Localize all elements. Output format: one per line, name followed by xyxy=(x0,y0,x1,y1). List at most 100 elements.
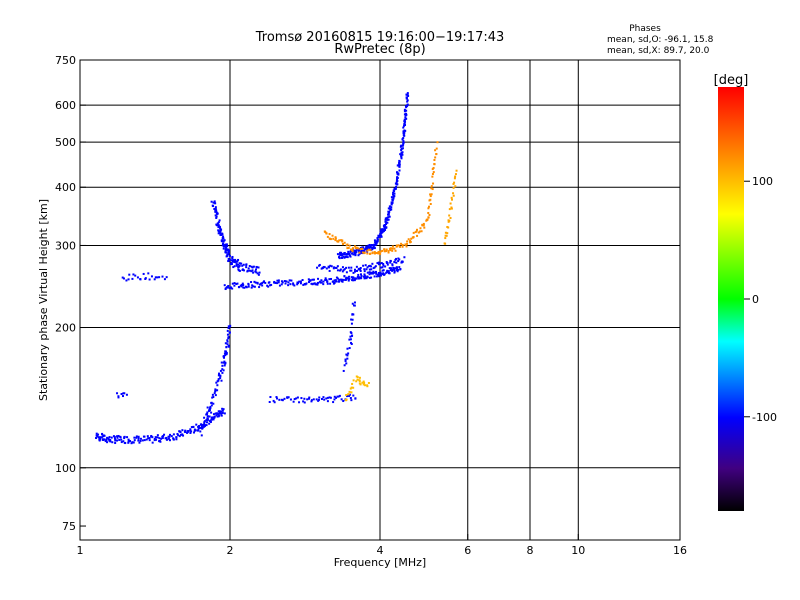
data-point xyxy=(127,439,130,442)
data-point xyxy=(99,436,102,439)
data-point xyxy=(447,226,450,229)
data-point xyxy=(213,415,216,418)
data-point xyxy=(220,361,223,364)
data-point xyxy=(404,243,407,246)
data-point xyxy=(340,254,343,257)
data-point xyxy=(350,266,353,269)
data-point xyxy=(250,281,253,284)
data-point xyxy=(341,266,344,269)
colorbar-label: [deg] xyxy=(714,73,749,88)
y-tick-label: 300 xyxy=(55,239,76,252)
data-point xyxy=(216,222,219,225)
data-point xyxy=(155,438,158,441)
data-point xyxy=(137,437,140,440)
data-point xyxy=(187,430,190,433)
data-point xyxy=(232,259,235,262)
data-point xyxy=(119,436,122,439)
data-point xyxy=(394,249,397,252)
data-point xyxy=(213,200,216,203)
data-point xyxy=(203,425,206,428)
data-point xyxy=(366,271,369,274)
data-point xyxy=(402,132,405,135)
data-point xyxy=(431,188,434,191)
data-point xyxy=(349,250,352,253)
data-point xyxy=(168,435,171,438)
data-point xyxy=(225,243,228,246)
data-point xyxy=(269,396,272,399)
data-point xyxy=(328,269,331,272)
data-point xyxy=(379,266,382,269)
data-point xyxy=(350,269,353,272)
data-point xyxy=(391,245,394,248)
data-point xyxy=(237,269,240,272)
data-point xyxy=(109,438,112,441)
data-point xyxy=(350,391,353,394)
data-point xyxy=(405,117,408,120)
data-point xyxy=(350,386,353,389)
data-point xyxy=(343,275,346,278)
chart-title: Tromsø 20160815 19:16:00−19:17:43 xyxy=(255,30,505,45)
data-point xyxy=(122,392,125,395)
data-point xyxy=(401,147,404,150)
data-point xyxy=(355,265,358,268)
data-point xyxy=(370,244,373,247)
data-point xyxy=(199,423,202,426)
data-point xyxy=(292,400,295,403)
data-point xyxy=(103,438,106,441)
data-point xyxy=(358,251,361,254)
data-point xyxy=(432,182,435,185)
data-point xyxy=(154,276,157,279)
data-point xyxy=(409,239,412,242)
data-point xyxy=(317,398,320,401)
data-point xyxy=(367,381,370,384)
data-point xyxy=(335,280,338,283)
data-point xyxy=(403,119,406,122)
y-tick-label: 600 xyxy=(55,99,76,112)
data-point xyxy=(109,440,112,443)
y-tick-label: 100 xyxy=(55,462,76,475)
data-point xyxy=(223,352,226,355)
data-point xyxy=(357,250,360,253)
data-point xyxy=(379,235,382,238)
data-point xyxy=(422,222,425,225)
data-point xyxy=(395,257,398,260)
data-point xyxy=(359,268,362,271)
data-point xyxy=(231,287,234,290)
data-point xyxy=(153,278,156,281)
data-point xyxy=(313,282,316,285)
data-point xyxy=(347,279,350,282)
data-point xyxy=(215,216,218,219)
data-point xyxy=(225,251,228,254)
data-point xyxy=(336,265,339,268)
data-point xyxy=(368,271,371,274)
x-axis-label: Frequency [MHz] xyxy=(334,556,426,569)
data-point xyxy=(448,214,451,217)
data-point xyxy=(228,331,231,334)
data-point xyxy=(208,422,211,425)
data-point xyxy=(358,252,361,255)
data-point xyxy=(229,286,232,289)
data-point xyxy=(128,273,131,276)
data-point xyxy=(396,270,399,273)
data-point xyxy=(326,396,329,399)
data-point xyxy=(371,251,374,254)
data-point xyxy=(386,271,389,274)
data-point xyxy=(245,266,248,269)
data-point xyxy=(280,280,283,283)
data-point xyxy=(218,219,221,222)
data-point xyxy=(376,238,379,241)
data-point xyxy=(329,238,332,241)
data-point xyxy=(341,280,344,283)
data-point xyxy=(382,229,385,232)
data-point xyxy=(433,158,436,161)
data-point xyxy=(353,304,356,307)
data-point xyxy=(444,234,447,237)
data-point xyxy=(399,153,402,156)
data-point xyxy=(450,207,453,210)
data-point xyxy=(301,279,304,282)
data-point xyxy=(287,281,290,284)
data-point xyxy=(355,251,358,254)
data-point xyxy=(324,277,327,280)
data-point xyxy=(345,266,348,269)
data-point xyxy=(368,264,371,267)
